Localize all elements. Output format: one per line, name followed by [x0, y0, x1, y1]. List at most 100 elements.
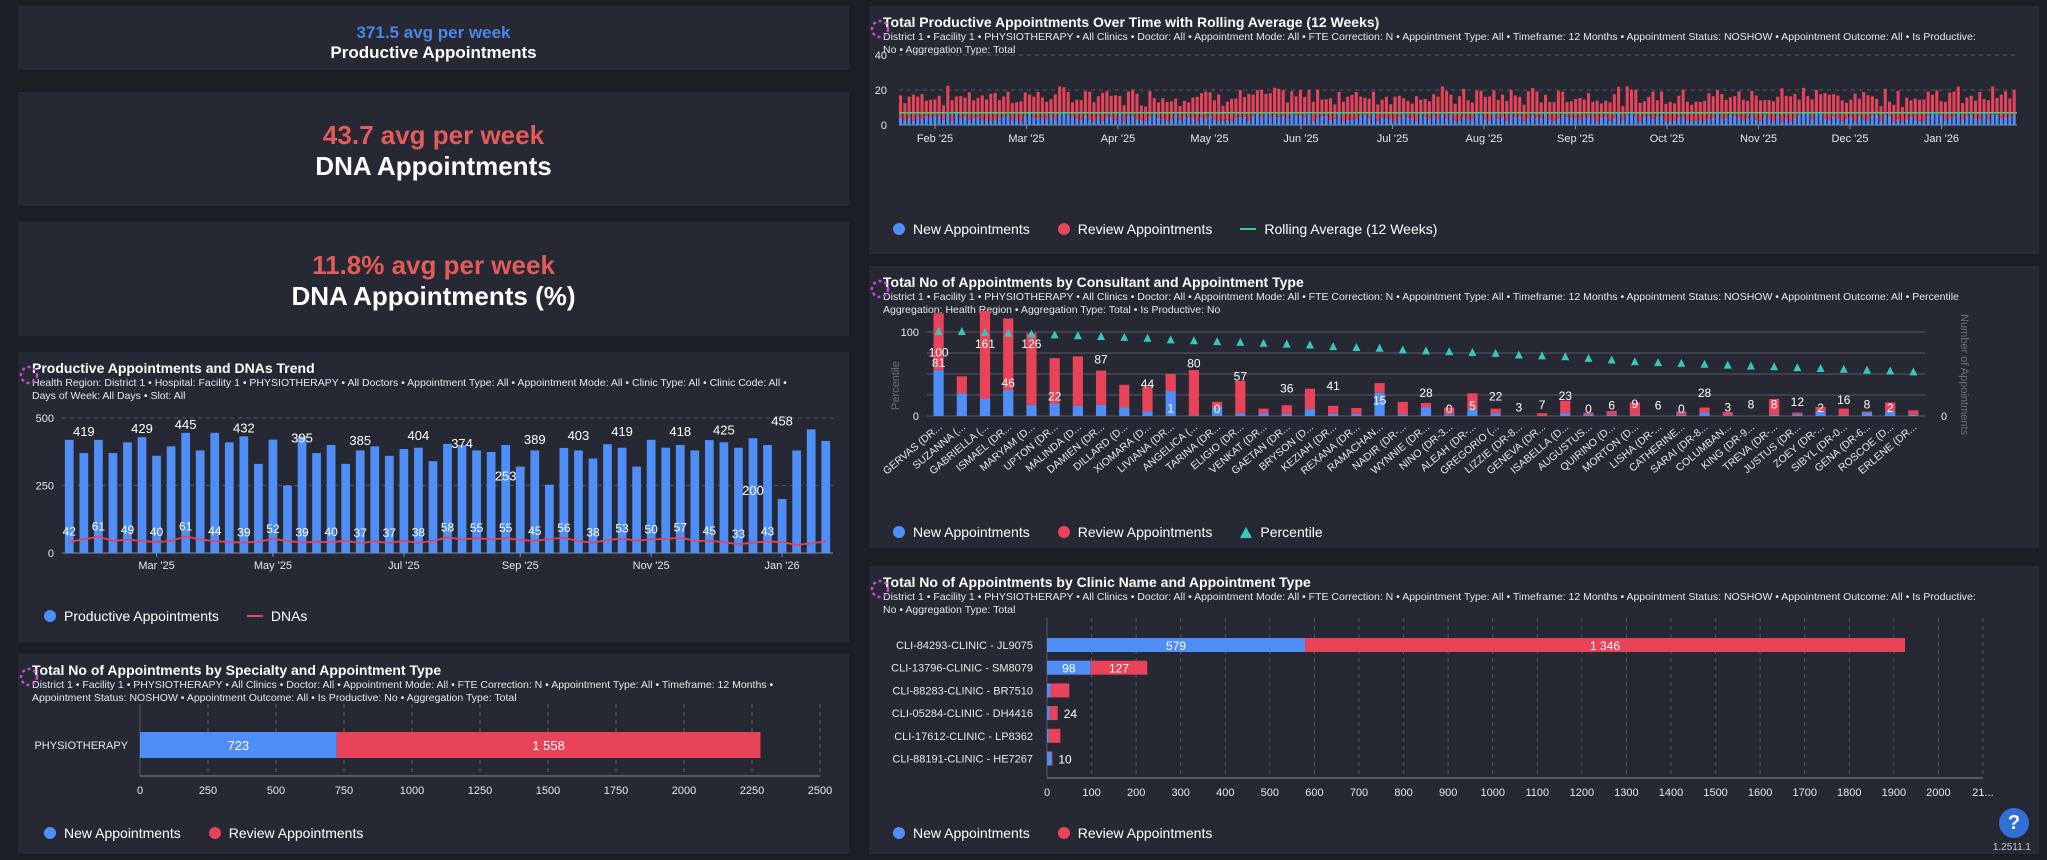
y-tick-label: 500 — [36, 413, 54, 425]
bar-new — [1135, 119, 1139, 125]
percentile-marker — [957, 327, 966, 335]
x-tick-label: 600 — [1305, 787, 1323, 799]
bar-data-label: 6 — [1608, 399, 1615, 413]
bar-review — [1625, 86, 1629, 115]
bar-new — [1359, 116, 1363, 125]
bar-new — [2008, 116, 2012, 125]
bar-review — [1015, 102, 1019, 118]
percentile-marker — [1839, 364, 1848, 373]
loading-spinner-icon[interactable] — [869, 18, 891, 40]
bar-new — [1341, 121, 1345, 125]
bar-review — [1187, 102, 1191, 118]
bar-review — [1281, 90, 1285, 116]
legend-productive[interactable]: Productive Appointments — [44, 608, 219, 624]
dna-data-label: 61 — [179, 520, 193, 534]
legend-review[interactable]: Review Appointments — [1057, 524, 1212, 540]
legend-review-label: Review Appointments — [1077, 825, 1213, 841]
bar — [544, 484, 554, 553]
bar-data-label: 7 — [1539, 398, 1546, 412]
bar-new — [1032, 117, 1036, 125]
bar-new — [1845, 118, 1849, 125]
bar-review — [1235, 380, 1246, 414]
bar-new — [1896, 118, 1900, 125]
loading-spinner-icon[interactable] — [869, 578, 891, 600]
x-tick-label: 1400 — [1659, 787, 1683, 799]
bar-new — [1883, 114, 1887, 125]
bar-new — [1784, 117, 1788, 125]
bar-review — [1771, 101, 1775, 122]
bar-new — [1393, 120, 1397, 125]
bar-new — [1733, 116, 1737, 125]
bar-data-label: 579 — [1166, 639, 1186, 653]
percentile-marker — [1468, 348, 1477, 356]
bar-new — [1023, 115, 1027, 125]
bar-review — [1072, 356, 1083, 406]
bar-review — [1333, 104, 1337, 119]
bar-new — [1470, 118, 1474, 125]
bar — [414, 447, 423, 553]
bar-new — [1651, 118, 1655, 125]
bar-review — [1148, 91, 1152, 117]
bar-new — [1410, 118, 1414, 125]
percentile-marker — [1607, 355, 1616, 364]
bar-review — [1720, 94, 1724, 119]
x-tick-label: 2250 — [740, 785, 764, 797]
bar-new — [1840, 120, 1844, 125]
bar-review — [1384, 96, 1388, 118]
x-tick-label: 1300 — [1614, 787, 1638, 799]
legend-new[interactable]: New Appointments — [44, 825, 181, 841]
bar-review — [1058, 86, 1062, 114]
bar-new — [1556, 118, 1560, 125]
bar-new — [911, 120, 915, 125]
bar-new — [1711, 117, 1715, 125]
legend-new[interactable]: New Appointments — [893, 825, 1030, 841]
x-tick-label: 1500 — [1703, 787, 1727, 799]
bar-new — [1574, 117, 1578, 125]
loading-spinner-icon[interactable] — [18, 364, 40, 386]
bar-review — [1857, 98, 1861, 117]
legend-new[interactable]: New Appointments — [893, 221, 1030, 237]
bar-review — [1974, 100, 1978, 119]
legend-rolling[interactable]: Rolling Average (12 Weeks) — [1240, 221, 1437, 237]
bar-review — [1195, 96, 1199, 122]
bar-review — [1281, 405, 1292, 414]
percentile-marker — [1793, 363, 1802, 372]
loading-spinner-icon[interactable] — [18, 666, 40, 688]
bar-new — [1561, 114, 1565, 125]
x-tick-label: 1000 — [400, 785, 424, 797]
bar-review — [967, 92, 971, 121]
bar-review — [1096, 96, 1100, 117]
legend-review[interactable]: Review Appointments — [1057, 825, 1213, 841]
bar-new — [1010, 120, 1014, 125]
dna-data-label: 56 — [557, 521, 571, 535]
bar-data-label: 3 — [1515, 400, 1522, 414]
legend-dna[interactable]: DNAs — [246, 608, 307, 624]
legend-new[interactable]: New Appointments — [893, 524, 1030, 540]
bar-review — [1599, 103, 1603, 118]
y-tick-label: 0 — [881, 120, 887, 132]
help-button[interactable]: ? — [1999, 808, 2029, 838]
percentile-marker — [1398, 345, 1407, 354]
bar-new — [1026, 404, 1037, 416]
bar-review — [1608, 102, 1612, 121]
percentile-marker — [1886, 366, 1895, 375]
x-tick-label: Jan '26 — [765, 560, 800, 572]
bar-new — [1294, 115, 1298, 125]
x-tick-label: 1000 — [1480, 787, 1504, 799]
loading-spinner-icon[interactable] — [869, 278, 891, 300]
bar-new — [956, 393, 967, 416]
bar-review — [1320, 99, 1324, 116]
bar-new — [1174, 114, 1178, 125]
bar-data-label: 22 — [1489, 390, 1503, 404]
legend-percentile[interactable]: Percentile — [1240, 524, 1323, 540]
bar-new — [1047, 751, 1052, 766]
legend-review[interactable]: Review Appointments — [208, 825, 363, 841]
bar-review — [1050, 683, 1070, 698]
consultant-legend: New Appointments Review Appointments Per… — [893, 524, 1323, 540]
bar-review — [1501, 94, 1505, 117]
x-tick-label: 1200 — [1570, 787, 1594, 799]
legend-review[interactable]: Review Appointments — [1057, 221, 1212, 237]
bar-review — [1651, 91, 1655, 119]
dna-data-label: 40 — [324, 525, 338, 539]
bar-review — [1965, 97, 1969, 116]
